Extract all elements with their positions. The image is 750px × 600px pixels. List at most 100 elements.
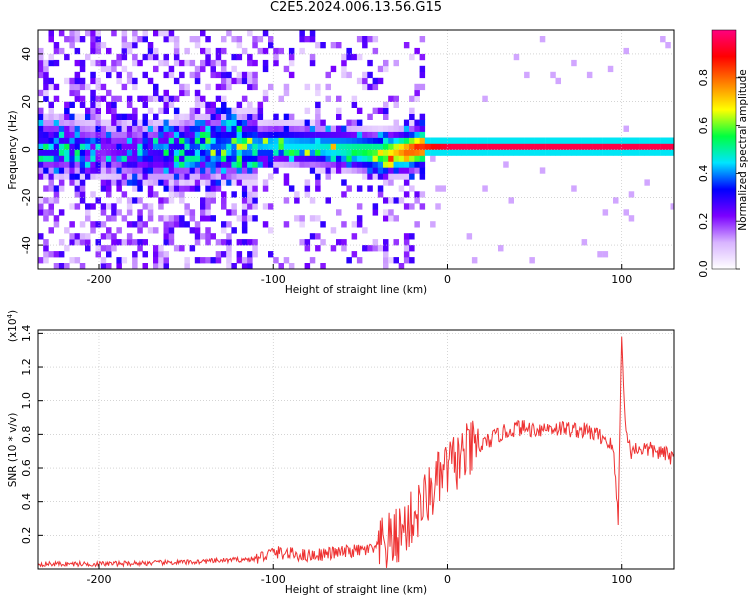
heatmap-cell — [158, 179, 164, 186]
heatmap-cell — [372, 203, 379, 210]
heatmap-cell — [132, 42, 138, 49]
heatmap-cell — [226, 143, 232, 150]
heatmap-cell — [48, 155, 54, 162]
heatmap-cell — [158, 95, 164, 102]
heatmap-cell — [309, 143, 316, 150]
heatmap-cell — [236, 107, 243, 114]
heatmap-cell — [241, 263, 248, 269]
heatmap-cell — [106, 143, 112, 150]
heatmap-cell — [85, 131, 91, 138]
heatmap-cell — [550, 149, 556, 156]
heatmap-cell — [121, 215, 128, 222]
heatmap-cell — [288, 143, 295, 150]
heatmap-cell — [268, 173, 274, 180]
heatmap-cell — [461, 143, 467, 150]
heatmap-cell — [393, 131, 399, 138]
heatmap-cell — [639, 149, 645, 156]
heatmap-cell — [409, 125, 415, 132]
heatmap-cell — [257, 101, 264, 108]
heatmap-cell — [116, 167, 122, 174]
heatmap-cell — [356, 125, 363, 132]
heatmap-cell — [121, 173, 128, 180]
heatmap-cell — [48, 161, 54, 168]
heatmap-cell — [372, 173, 379, 180]
heatmap-cell — [79, 101, 86, 108]
heatmap-cell — [273, 143, 279, 150]
heatmap-cell — [111, 167, 117, 174]
heatmap-cell — [132, 179, 138, 186]
heatmap-cell — [383, 59, 389, 67]
heatmap-cell — [106, 263, 112, 269]
heatmap-cell — [409, 149, 415, 156]
heatmap-cell — [330, 131, 337, 138]
heatmap-cell — [173, 155, 180, 162]
heatmap-cell — [64, 137, 70, 144]
heatmap-cell — [309, 197, 316, 204]
heatmap-cell — [419, 191, 426, 198]
heatmap-cell — [398, 167, 405, 174]
heatmap-cell — [137, 227, 143, 234]
heatmap-cell — [315, 83, 321, 91]
heatmap-cell — [252, 107, 258, 114]
y-tick-label: 0.2 — [20, 527, 33, 545]
heatmap-cell — [184, 125, 190, 132]
heatmap-cell — [315, 161, 321, 168]
heatmap-cell — [649, 137, 656, 144]
heatmap-cell — [471, 149, 478, 156]
heatmap-cell — [377, 161, 384, 168]
heatmap-cell — [362, 227, 368, 234]
heatmap-cell — [414, 131, 420, 138]
heatmap-cell — [320, 137, 326, 144]
heatmap-cell — [409, 233, 415, 240]
heatmap-cell — [90, 143, 96, 150]
heatmap-cell — [383, 113, 389, 120]
heatmap-cell — [137, 95, 143, 102]
snr-multiplier-label: (x104) — [6, 310, 19, 342]
heatmap-cell — [74, 59, 81, 67]
heatmap-cell — [215, 53, 222, 61]
heatmap-cell — [273, 257, 279, 264]
heatmap-cell — [268, 161, 274, 168]
heatmap-cell — [168, 191, 175, 198]
heatmap-cell — [69, 125, 75, 132]
heatmap-cell — [79, 125, 86, 132]
heatmap-cell — [419, 71, 426, 79]
heatmap-cell — [623, 209, 629, 216]
heatmap-cell — [79, 197, 86, 204]
heatmap-cell — [200, 197, 206, 204]
heatmap-cell — [315, 167, 321, 174]
heatmap-cell — [137, 221, 143, 228]
heatmap-cell — [189, 59, 196, 67]
heatmap-cell — [221, 131, 227, 138]
heatmap-cell — [43, 119, 49, 126]
heatmap-cell — [236, 215, 243, 222]
heatmap-cell — [126, 197, 133, 204]
heatmap-cell — [419, 36, 426, 43]
heatmap-cell — [419, 83, 426, 91]
heatmap-cell — [38, 143, 44, 150]
heatmap-cell — [221, 251, 227, 258]
heatmap-cell — [367, 173, 373, 180]
heatmap-cell — [555, 137, 561, 144]
heatmap-cell — [121, 155, 128, 162]
heatmap-cell — [116, 125, 122, 132]
colorbar-tick-label: 0.8 — [697, 69, 710, 87]
heatmap-cell — [116, 257, 122, 264]
heatmap-cell — [388, 215, 394, 222]
heatmap-cell — [377, 149, 384, 156]
heatmap-cell — [43, 245, 49, 252]
heatmap-cell — [409, 257, 415, 264]
heatmap-cell — [147, 47, 154, 55]
heatmap-cell — [304, 143, 311, 150]
heatmap-cell — [262, 161, 269, 168]
heatmap-cell — [48, 173, 54, 180]
heatmap-cell — [623, 125, 629, 132]
heatmap-cell — [106, 173, 112, 180]
heatmap-cell — [95, 77, 101, 85]
heatmap-cell — [90, 173, 96, 180]
heatmap-cell — [194, 89, 201, 97]
heatmap-cell — [221, 47, 227, 55]
heatmap-cell — [221, 221, 227, 228]
heatmap-cell — [221, 83, 227, 91]
heatmap-cell — [607, 137, 614, 144]
